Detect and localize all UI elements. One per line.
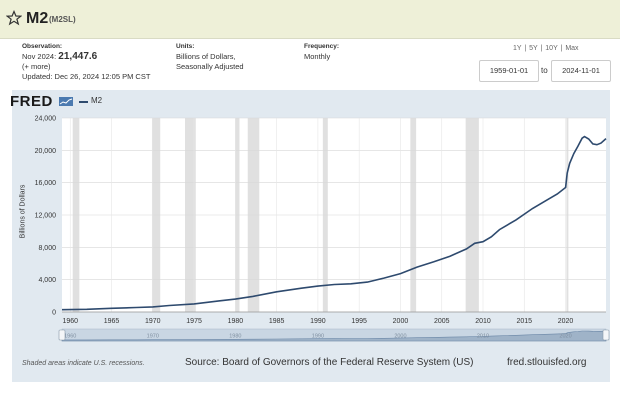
- y-tick-label: 0: [52, 310, 56, 317]
- x-tick-label: 1975: [186, 318, 202, 325]
- x-tick-label: 2005: [434, 318, 450, 325]
- observation-value: 21,447.6: [58, 51, 98, 62]
- frequency-label: Frequency:: [304, 43, 340, 50]
- navigator-tick-label: 2000: [394, 334, 406, 340]
- navigator-left-handle[interactable]: [58, 329, 66, 341]
- fred-logo: FRED: [10, 93, 53, 110]
- observation-block: Observation: Nov 2024: 21,447.6 (+ more)…: [22, 42, 150, 82]
- y-tick-label: 20,000: [35, 148, 57, 155]
- fred-chart-icon: [59, 97, 73, 106]
- x-tick-label: 1965: [104, 318, 120, 325]
- x-tick-label: 2015: [516, 318, 532, 325]
- navigator-tick-label: 2010: [477, 334, 489, 340]
- units-line1: Billions of Dollars,: [176, 52, 236, 61]
- fred-url-link[interactable]: fred.stlouisfed.org: [507, 357, 587, 368]
- x-tick-label: 1980: [228, 318, 244, 325]
- x-tick-label: 2020: [558, 318, 574, 325]
- navigator-tick-label: 1970: [147, 334, 159, 340]
- series-id: (M2SL): [49, 15, 76, 24]
- units-line2: Seasonally Adjusted: [176, 62, 244, 71]
- legend-label: M2: [91, 96, 103, 105]
- to-label: to: [541, 66, 548, 75]
- legend-swatch: [79, 101, 88, 103]
- series-title: M2: [26, 10, 49, 27]
- x-tick-label: 1995: [351, 318, 367, 325]
- units-block: Units: Billions of Dollars, Seasonally A…: [176, 42, 244, 72]
- y-tick-label: 24,000: [35, 116, 57, 123]
- title-bar: M2 (M2SL): [0, 0, 620, 39]
- observation-date: Nov 2024:: [22, 52, 57, 61]
- recession-note: Shaded areas indicate U.S. recessions.: [22, 360, 145, 367]
- navigator-tick-label: 1960: [64, 334, 76, 340]
- frequency-value: Monthly: [304, 52, 331, 61]
- y-tick-label: 8,000: [38, 245, 56, 252]
- x-tick-label: 1960: [62, 318, 78, 325]
- start-date-input[interactable]: 1959-01-01: [479, 60, 539, 82]
- x-tick-label: 1990: [310, 318, 326, 325]
- navigator-series-area: [61, 330, 607, 342]
- star-outline-icon[interactable]: [6, 10, 22, 26]
- frequency-block: Frequency: Monthly: [304, 42, 339, 62]
- series-line-m2: [61, 135, 607, 311]
- observation-label: Observation:: [22, 43, 63, 50]
- source-text: Source: Board of Governors of the Federa…: [185, 357, 474, 368]
- updated-text: Updated: Dec 26, 2024 12:05 PM CST: [22, 72, 151, 81]
- navigator-tick-label: 2020: [559, 334, 571, 340]
- x-tick-label: 2010: [475, 318, 491, 325]
- y-tick-label: 16,000: [35, 180, 57, 187]
- y-tick-label: 12,000: [35, 213, 57, 220]
- units-label: Units:: [176, 43, 195, 50]
- end-date-input[interactable]: 2024-11-01: [551, 60, 611, 82]
- more-observations-link[interactable]: (+ more): [22, 62, 51, 71]
- range-options[interactable]: 1Y | 5Y | 10Y | Max: [513, 45, 579, 52]
- y-tick-label: 4,000: [38, 277, 56, 284]
- x-tick-label: 2000: [393, 318, 409, 325]
- navigator-tick-label: 1980: [229, 334, 241, 340]
- navigator-right-handle[interactable]: [602, 329, 610, 341]
- x-tick-label: 1970: [145, 318, 161, 325]
- navigator-tick-label: 1990: [312, 334, 324, 340]
- x-tick-label: 1985: [269, 318, 285, 325]
